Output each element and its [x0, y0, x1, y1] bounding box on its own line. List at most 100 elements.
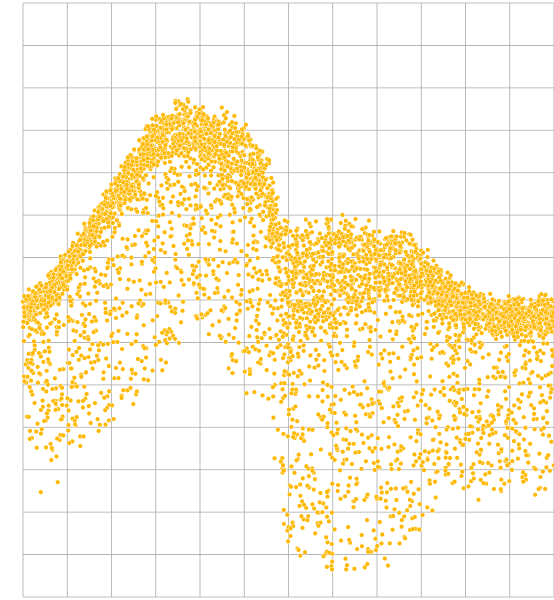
scatter-point	[377, 333, 384, 340]
scatter-point	[319, 509, 325, 515]
scatter-point	[516, 441, 522, 447]
scatter-point	[303, 333, 309, 339]
scatter-point	[372, 536, 379, 542]
scatter-point	[467, 361, 473, 367]
scatter-point	[209, 228, 215, 234]
scatter-point	[304, 483, 310, 489]
scatter-point	[387, 245, 393, 251]
scatter-point	[256, 321, 262, 327]
scatter-point	[308, 284, 314, 290]
scatter-point	[47, 288, 53, 294]
scatter-point	[164, 270, 170, 276]
scatter-point	[65, 249, 72, 255]
scatter-point	[187, 231, 193, 237]
scatter-point	[434, 342, 440, 348]
scatter-point	[399, 524, 405, 530]
scatter-point	[174, 265, 180, 271]
scatter-point	[44, 410, 50, 417]
scatter-point	[502, 374, 508, 381]
scatter-point	[462, 304, 468, 310]
scatter-point	[106, 388, 112, 394]
scatter-point	[497, 458, 503, 464]
scatter-point	[348, 273, 354, 279]
scatter-point	[342, 387, 348, 393]
scatter-point	[346, 228, 352, 234]
scatter-point	[361, 290, 367, 296]
scatter-point	[68, 397, 74, 404]
scatter-point	[249, 216, 255, 222]
scatter-point	[409, 297, 415, 303]
scatter-point	[464, 407, 470, 413]
scatter-point	[247, 371, 253, 377]
scatter-point	[430, 283, 436, 289]
scatter-point	[486, 441, 492, 447]
scatter-point	[423, 402, 429, 408]
scatter-point	[426, 406, 433, 412]
scatter-point	[239, 126, 245, 132]
scatter-point	[288, 525, 294, 531]
scatter-point	[531, 344, 537, 350]
scatter-point	[531, 416, 537, 422]
scatter-point	[183, 104, 189, 110]
scatter-point	[286, 411, 292, 417]
scatter-point	[172, 256, 178, 263]
scatter-point	[433, 424, 439, 430]
scatter-point	[353, 277, 359, 283]
scatter-point	[281, 521, 287, 527]
scatter-point	[290, 434, 296, 440]
scatter-point	[429, 507, 435, 514]
scatter-point	[399, 344, 405, 350]
scatter-point	[40, 359, 46, 365]
scatter-point	[527, 390, 533, 396]
scatter-point	[488, 301, 494, 307]
scatter-point	[104, 265, 110, 271]
scatter-point	[61, 322, 67, 328]
scatter-point	[147, 281, 153, 287]
scatter-point	[203, 131, 209, 137]
scatter-point	[543, 464, 549, 470]
scatter-point	[45, 294, 51, 300]
scatter-point	[309, 329, 315, 335]
scatter-point	[250, 233, 257, 239]
scatter-point	[284, 257, 290, 263]
scatter-point	[475, 441, 481, 447]
scatter-point	[229, 370, 236, 376]
scatter-point	[351, 441, 357, 447]
scatter-point	[247, 289, 253, 295]
scatter-point	[458, 462, 464, 468]
scatter-point	[297, 493, 303, 499]
scatter-point	[324, 382, 331, 388]
scatter-point	[134, 388, 140, 395]
scatter-point	[187, 173, 193, 179]
scatter-point	[58, 396, 65, 402]
scatter-point	[408, 339, 414, 346]
scatter-point	[244, 253, 250, 259]
scatter-point	[429, 356, 435, 362]
scatter-point	[156, 339, 162, 345]
scatter-point	[329, 481, 335, 487]
scatter-point	[499, 334, 505, 340]
scatter-point	[358, 466, 364, 472]
scatter-point	[385, 444, 392, 450]
scatter-point	[254, 204, 260, 210]
scatter-point	[265, 299, 271, 305]
scatter-point	[539, 392, 545, 398]
scatter-point	[433, 495, 439, 501]
scatter-point	[338, 397, 344, 403]
scatter-point	[532, 426, 538, 432]
scatter-point	[461, 485, 467, 491]
scatter-point	[353, 481, 359, 487]
scatter-point	[331, 296, 337, 302]
scatter-point	[31, 338, 37, 344]
scatter-point	[186, 119, 193, 125]
scatter-point	[250, 274, 256, 280]
scatter-point	[168, 199, 174, 205]
scatter-point	[80, 404, 86, 411]
scatter-point	[390, 403, 396, 409]
scatter-point	[526, 308, 532, 314]
scatter-point	[156, 213, 162, 219]
scatter-point	[335, 367, 341, 373]
scatter-point	[430, 258, 437, 264]
scatter-point	[546, 433, 552, 439]
scatter-point	[471, 476, 477, 482]
